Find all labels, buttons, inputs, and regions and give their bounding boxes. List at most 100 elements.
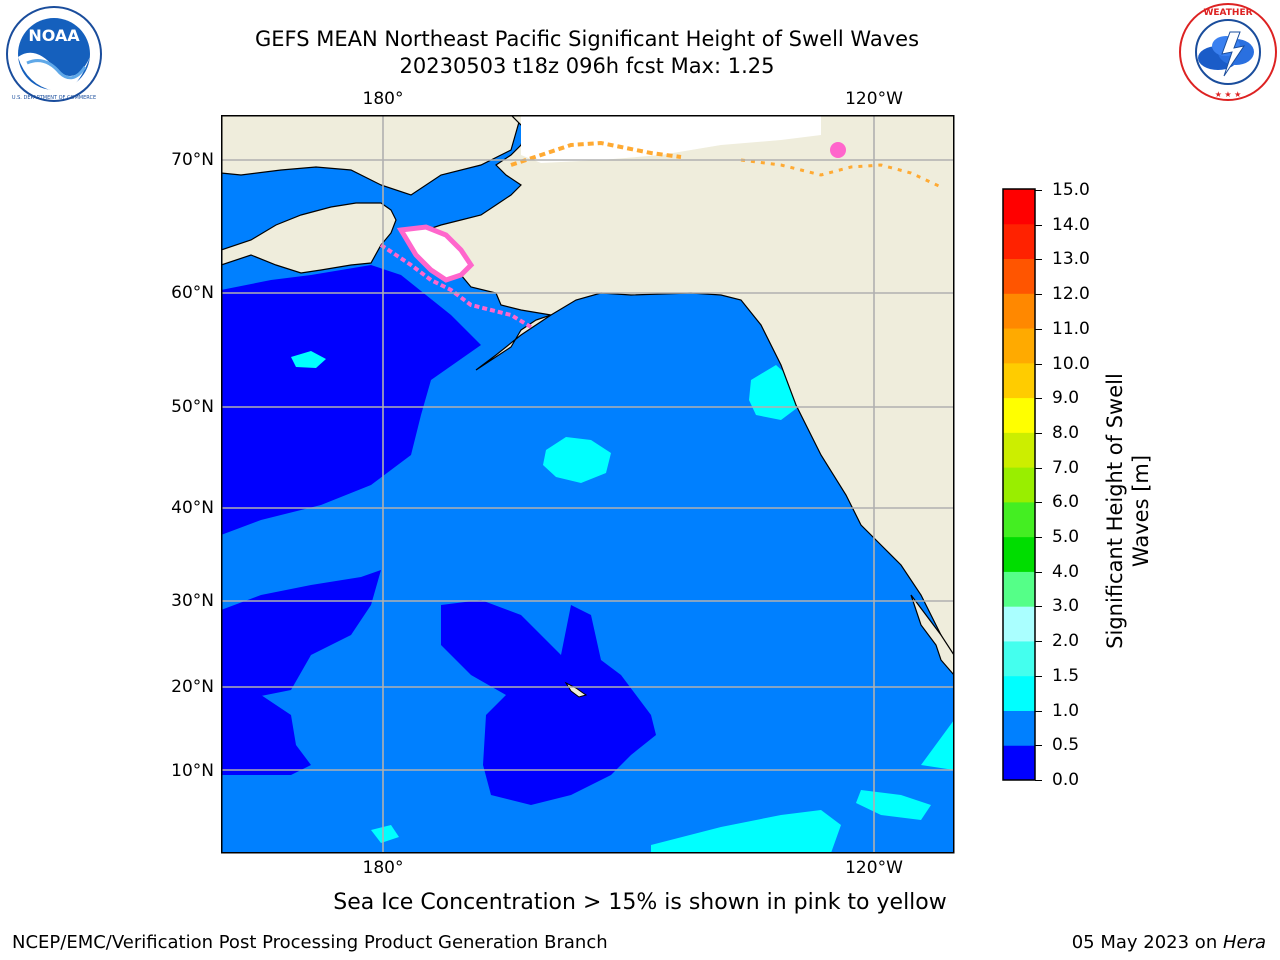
colorbar-cell	[1003, 223, 1035, 260]
colorbar-tick-label: 3.0	[1052, 596, 1080, 617]
colorbar-cell	[1003, 328, 1035, 364]
colorbar-tick-label: 2.0	[1052, 631, 1080, 652]
colorbar-tick-label: 5.0	[1052, 527, 1080, 548]
colorbar-tick-label: 7.0	[1052, 457, 1080, 478]
colorbar-tick-mark	[1035, 224, 1042, 226]
colorbar	[1002, 188, 1036, 781]
noaa-logo: NOAA U.S. DEPARTMENT OF COMMERCE	[5, 5, 103, 107]
colorbar-tick-label: 12.0	[1052, 284, 1090, 305]
colorbar-tick-mark	[1035, 780, 1042, 781]
land-chukotka	[221, 202, 397, 274]
low-swell-region	[221, 265, 481, 535]
colorbar-tick-label: 15.0	[1052, 180, 1090, 200]
colorbar-tick-label: 11.0	[1052, 318, 1090, 339]
colorbar-cell	[1003, 536, 1035, 572]
lat-label-40n: 40°N	[171, 498, 214, 518]
colorbar-cell	[1003, 362, 1035, 399]
swell-patch	[291, 351, 326, 368]
footer-host: Hera	[1222, 932, 1266, 953]
colorbar-tick-mark	[1035, 398, 1042, 400]
swell-patch	[543, 437, 611, 483]
lat-label-70n: 70°N	[171, 150, 214, 170]
low-swell-region	[221, 570, 381, 700]
swell-patch	[371, 825, 399, 843]
colorbar-tick-mark	[1035, 745, 1042, 747]
low-swell-region	[441, 600, 656, 805]
colorbar-tick-mark	[1035, 502, 1042, 504]
low-swell-region	[221, 695, 311, 775]
colorbar-tick-mark	[1035, 190, 1042, 191]
svg-text:NOAA: NOAA	[28, 26, 80, 45]
svg-text:U.S. DEPARTMENT OF COMMERCE: U.S. DEPARTMENT OF COMMERCE	[12, 95, 96, 101]
colorbar-tick-label: 0.5	[1052, 735, 1080, 756]
colorbar-tick-mark	[1035, 363, 1042, 365]
colorbar-tick-label: 6.0	[1052, 492, 1080, 513]
land-siberia	[221, 115, 522, 196]
map-panel	[221, 115, 955, 854]
swell-patch	[651, 810, 841, 853]
colorbar-tick-mark	[1035, 675, 1042, 677]
land-baja	[910, 594, 954, 676]
polar-blank	[521, 115, 821, 163]
footer-credit: NCEP/EMC/Verification Post Processing Pr…	[12, 932, 608, 953]
colorbar-cell	[1003, 745, 1035, 781]
colorbar-tick-mark	[1035, 328, 1042, 330]
colorbar-tick-mark	[1035, 467, 1042, 469]
svg-text:★ ★ ★: ★ ★ ★	[1215, 90, 1242, 99]
colorbar-cell	[1003, 258, 1035, 294]
lat-label-60n: 60°N	[171, 283, 214, 303]
map-title: GEFS MEAN Northeast Pacific Significant …	[254, 27, 920, 51]
colorbar-tick-mark	[1035, 606, 1042, 608]
lat-label-30n: 30°N	[171, 591, 214, 611]
colorbar-cell	[1003, 467, 1035, 503]
land-north-america	[415, 115, 954, 661]
sea-ice-fringe	[740, 158, 942, 189]
lon-label-bottom-120w: 120°W	[845, 858, 903, 878]
swell-patch	[921, 720, 954, 770]
lon-label-bottom-180: 180°	[362, 858, 404, 878]
colorbar-cell	[1003, 432, 1035, 468]
colorbar-cell	[1003, 640, 1035, 677]
colorbar-tick-mark	[1035, 432, 1042, 434]
colorbar-tick-label: 13.0	[1052, 249, 1090, 270]
map-frame	[221, 115, 955, 854]
colorbar-cell	[1003, 293, 1035, 329]
colorbar-tick-label: 9.0	[1052, 388, 1080, 409]
lat-label-20n: 20°N	[171, 677, 214, 697]
colorbar-tick-label: 10.0	[1052, 353, 1090, 374]
colorbar-cell	[1003, 397, 1035, 433]
sea-ice-fringe	[379, 243, 533, 329]
colorbar-cell	[1003, 501, 1035, 538]
colorbar-tick-label: 4.0	[1052, 561, 1080, 582]
colorbar-tick-label: 14.0	[1052, 214, 1090, 235]
colorbar-cell	[1003, 675, 1035, 711]
colorbar-tick-label: 1.5	[1052, 665, 1080, 686]
colorbar-tick-label: 8.0	[1052, 422, 1080, 443]
colorbar-tick-mark	[1035, 537, 1042, 539]
footer-date-text: 05 May 2023 on	[1071, 932, 1223, 953]
sea-ice-fringe	[510, 140, 682, 167]
colorbar-tick-mark	[1035, 641, 1042, 643]
colorbar-tick-mark	[1035, 294, 1042, 296]
sea-ice-spot	[830, 142, 846, 158]
map-subtitle: 20230503 t18z 096h fcst Max: 1.25	[399, 54, 775, 78]
colorbar-tick-label: 0.0	[1052, 770, 1080, 790]
lat-label-10n: 10°N	[171, 761, 214, 781]
colorbar-tick-mark	[1035, 571, 1042, 573]
colorbar-tick-label: 1.0	[1052, 700, 1080, 721]
lat-label-50n: 50°N	[171, 397, 214, 417]
colorbar-cell	[1003, 606, 1035, 642]
colorbar-cell	[1003, 710, 1035, 746]
footer-date: 05 May 2023 on Hera	[1072, 932, 1266, 953]
lon-label-top-180: 180°	[362, 89, 404, 109]
lon-label-top-120w: 120°W	[845, 89, 903, 109]
colorbar-cell	[1003, 189, 1035, 225]
nws-logo: WEATHER ★ ★ ★	[1178, 2, 1278, 106]
svg-text:WEATHER: WEATHER	[1203, 8, 1252, 18]
sea-ice-bering	[396, 224, 475, 283]
sea-ice-note: Sea Ice Concentration > 15% is shown in …	[333, 890, 947, 915]
colorbar-label: Significant Height of Swell Waves [m]	[1103, 373, 1153, 649]
colorbar-tick-mark	[1035, 710, 1042, 712]
colorbar-tick-mark	[1035, 259, 1042, 261]
gridlines	[221, 115, 954, 853]
